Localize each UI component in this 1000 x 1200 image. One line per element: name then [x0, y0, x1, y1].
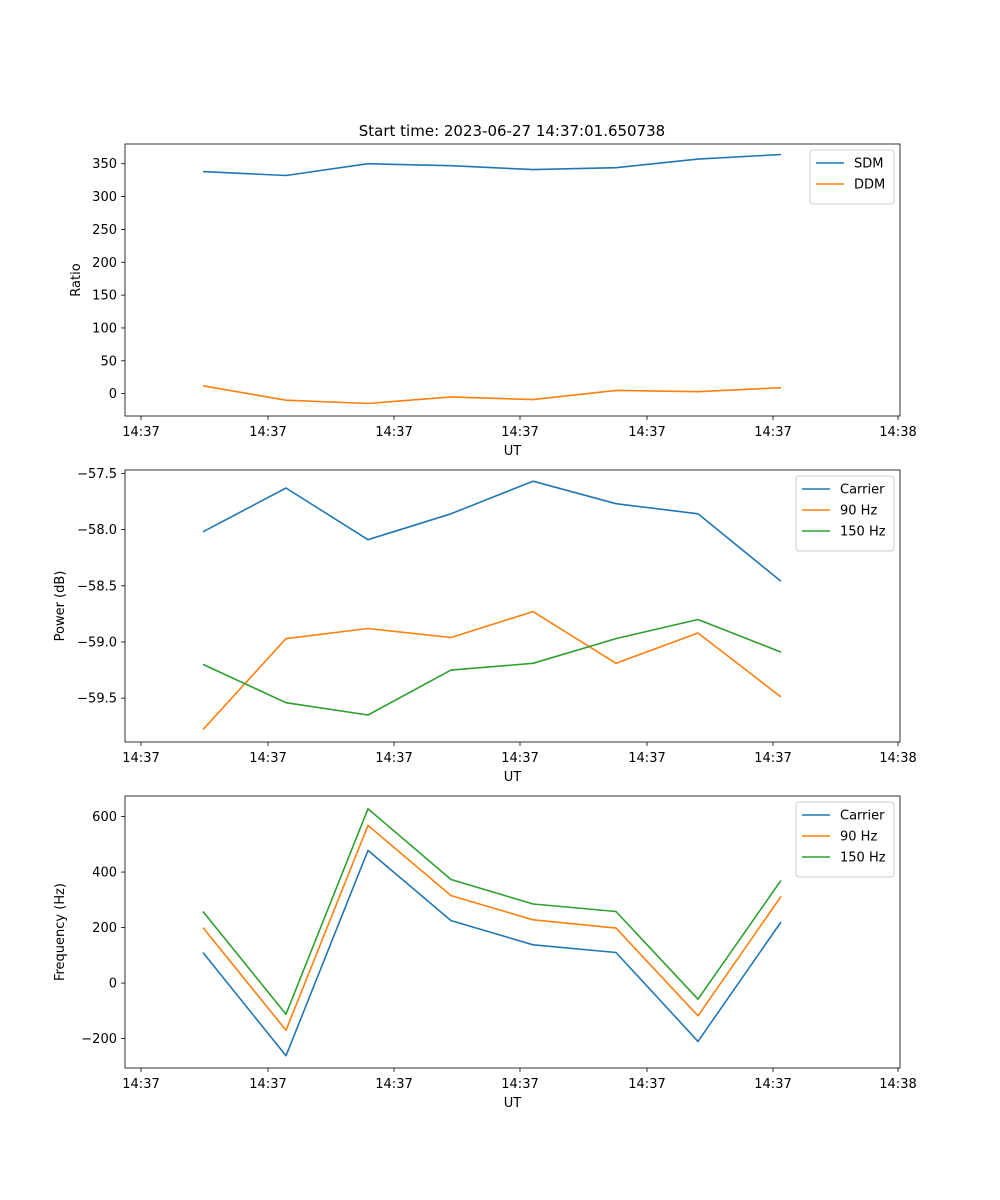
- y-tick-label: 200: [92, 256, 117, 271]
- y-axis-label: Frequency (Hz): [53, 883, 68, 981]
- legend-label: 90 Hz: [840, 504, 877, 519]
- x-tick-label: 14:37: [754, 425, 791, 440]
- y-tick-label: 600: [92, 810, 117, 825]
- x-tick-label: 14:38: [879, 751, 916, 766]
- y-tick-label: 0: [109, 387, 117, 402]
- legend: Carrier 90 Hz 150 Hz: [795, 801, 895, 878]
- x-tick-label: 14:37: [628, 751, 665, 766]
- x-tick-label: 14:37: [122, 425, 159, 440]
- y-axis-label: Ratio: [69, 263, 84, 296]
- x-tick-label: 14:37: [122, 1077, 159, 1092]
- legend: SDM DDM: [809, 149, 895, 205]
- legend-box: [795, 475, 895, 552]
- x-tick-label: 14:37: [628, 1077, 665, 1092]
- legend-label: 150 Hz: [840, 851, 886, 866]
- x-tick-label: 14:37: [501, 1077, 538, 1092]
- legend-label: SDM: [854, 157, 883, 172]
- series-line-carrier: [202, 849, 782, 1057]
- x-tick-label: 14:37: [754, 1077, 791, 1092]
- x-tick-label: 14:38: [879, 1077, 916, 1092]
- y-tick-label: 200: [92, 921, 117, 936]
- y-axis-label: Power (dB): [53, 571, 68, 642]
- x-tick-label: 14:37: [375, 751, 412, 766]
- y-tick-label: 150: [92, 289, 117, 304]
- chart-panel-2: 14:37 14:37 14:37 14:37 14:37 14:37 14:38 −59.5…: [53, 467, 917, 785]
- legend-label: 90 Hz: [840, 830, 877, 845]
- series-line-90-hz: [202, 824, 782, 1032]
- y-tick-label: −59.5: [77, 692, 117, 707]
- y-tick-label: −58.5: [77, 579, 117, 594]
- y-tick-label: 300: [92, 190, 117, 205]
- legend-box: [795, 801, 895, 878]
- legend-label: 150 Hz: [840, 525, 886, 540]
- series-line-carrier: [202, 480, 782, 582]
- y-tick-label: 0: [109, 977, 117, 992]
- y-tick-label: 350: [92, 157, 117, 172]
- legend: Carrier 90 Hz 150 Hz: [795, 475, 895, 552]
- y-tick-label: −58.0: [77, 523, 117, 538]
- series-line-150-hz: [202, 618, 782, 716]
- y-tick-label: −57.5: [77, 467, 117, 482]
- y-tick-label: 250: [92, 223, 117, 238]
- chart-panel-1: 14:37 14:37 14:37 14:37 14:37 14:37 14:38 0 50 10…: [69, 143, 917, 459]
- x-axis-label: UT: [504, 1096, 522, 1111]
- x-tick-label: 14:37: [628, 425, 665, 440]
- plot-frame: [124, 143, 901, 417]
- series-line-90-hz: [202, 610, 782, 731]
- y-tick-label: −200: [81, 1032, 117, 1047]
- y-tick-label: 50: [100, 354, 117, 369]
- series-line-sdm: [202, 153, 782, 177]
- y-tick-label: −59.0: [77, 635, 117, 650]
- series-line-150-hz: [202, 807, 782, 1016]
- legend-label: DDM: [854, 178, 885, 193]
- x-tick-label: 14:37: [754, 751, 791, 766]
- figure-title: Start time: 2023-06-27 14:37:01.650738: [359, 122, 665, 140]
- plot-frame: [124, 795, 901, 1069]
- x-tick-label: 14:38: [879, 425, 916, 440]
- x-tick-label: 14:37: [249, 425, 286, 440]
- series-line-ddm: [202, 385, 782, 405]
- x-tick-label: 14:37: [249, 751, 286, 766]
- x-axis-label: UT: [504, 770, 522, 785]
- plot-frame: [124, 469, 901, 743]
- x-tick-label: 14:37: [375, 425, 412, 440]
- legend-label: Carrier: [840, 483, 885, 498]
- y-tick-label: 400: [92, 866, 117, 881]
- x-tick-label: 14:37: [501, 751, 538, 766]
- chart-panel-3: 14:37 14:37 14:37 14:37 14:37 14:37 14:38 −200 0…: [53, 795, 917, 1111]
- y-tick-label: 100: [92, 321, 117, 336]
- x-axis-label: UT: [504, 444, 522, 459]
- x-tick-label: 14:37: [122, 751, 159, 766]
- x-tick-label: 14:37: [375, 1077, 412, 1092]
- x-tick-label: 14:37: [501, 425, 538, 440]
- x-tick-label: 14:37: [249, 1077, 286, 1092]
- legend-label: Carrier: [840, 809, 885, 824]
